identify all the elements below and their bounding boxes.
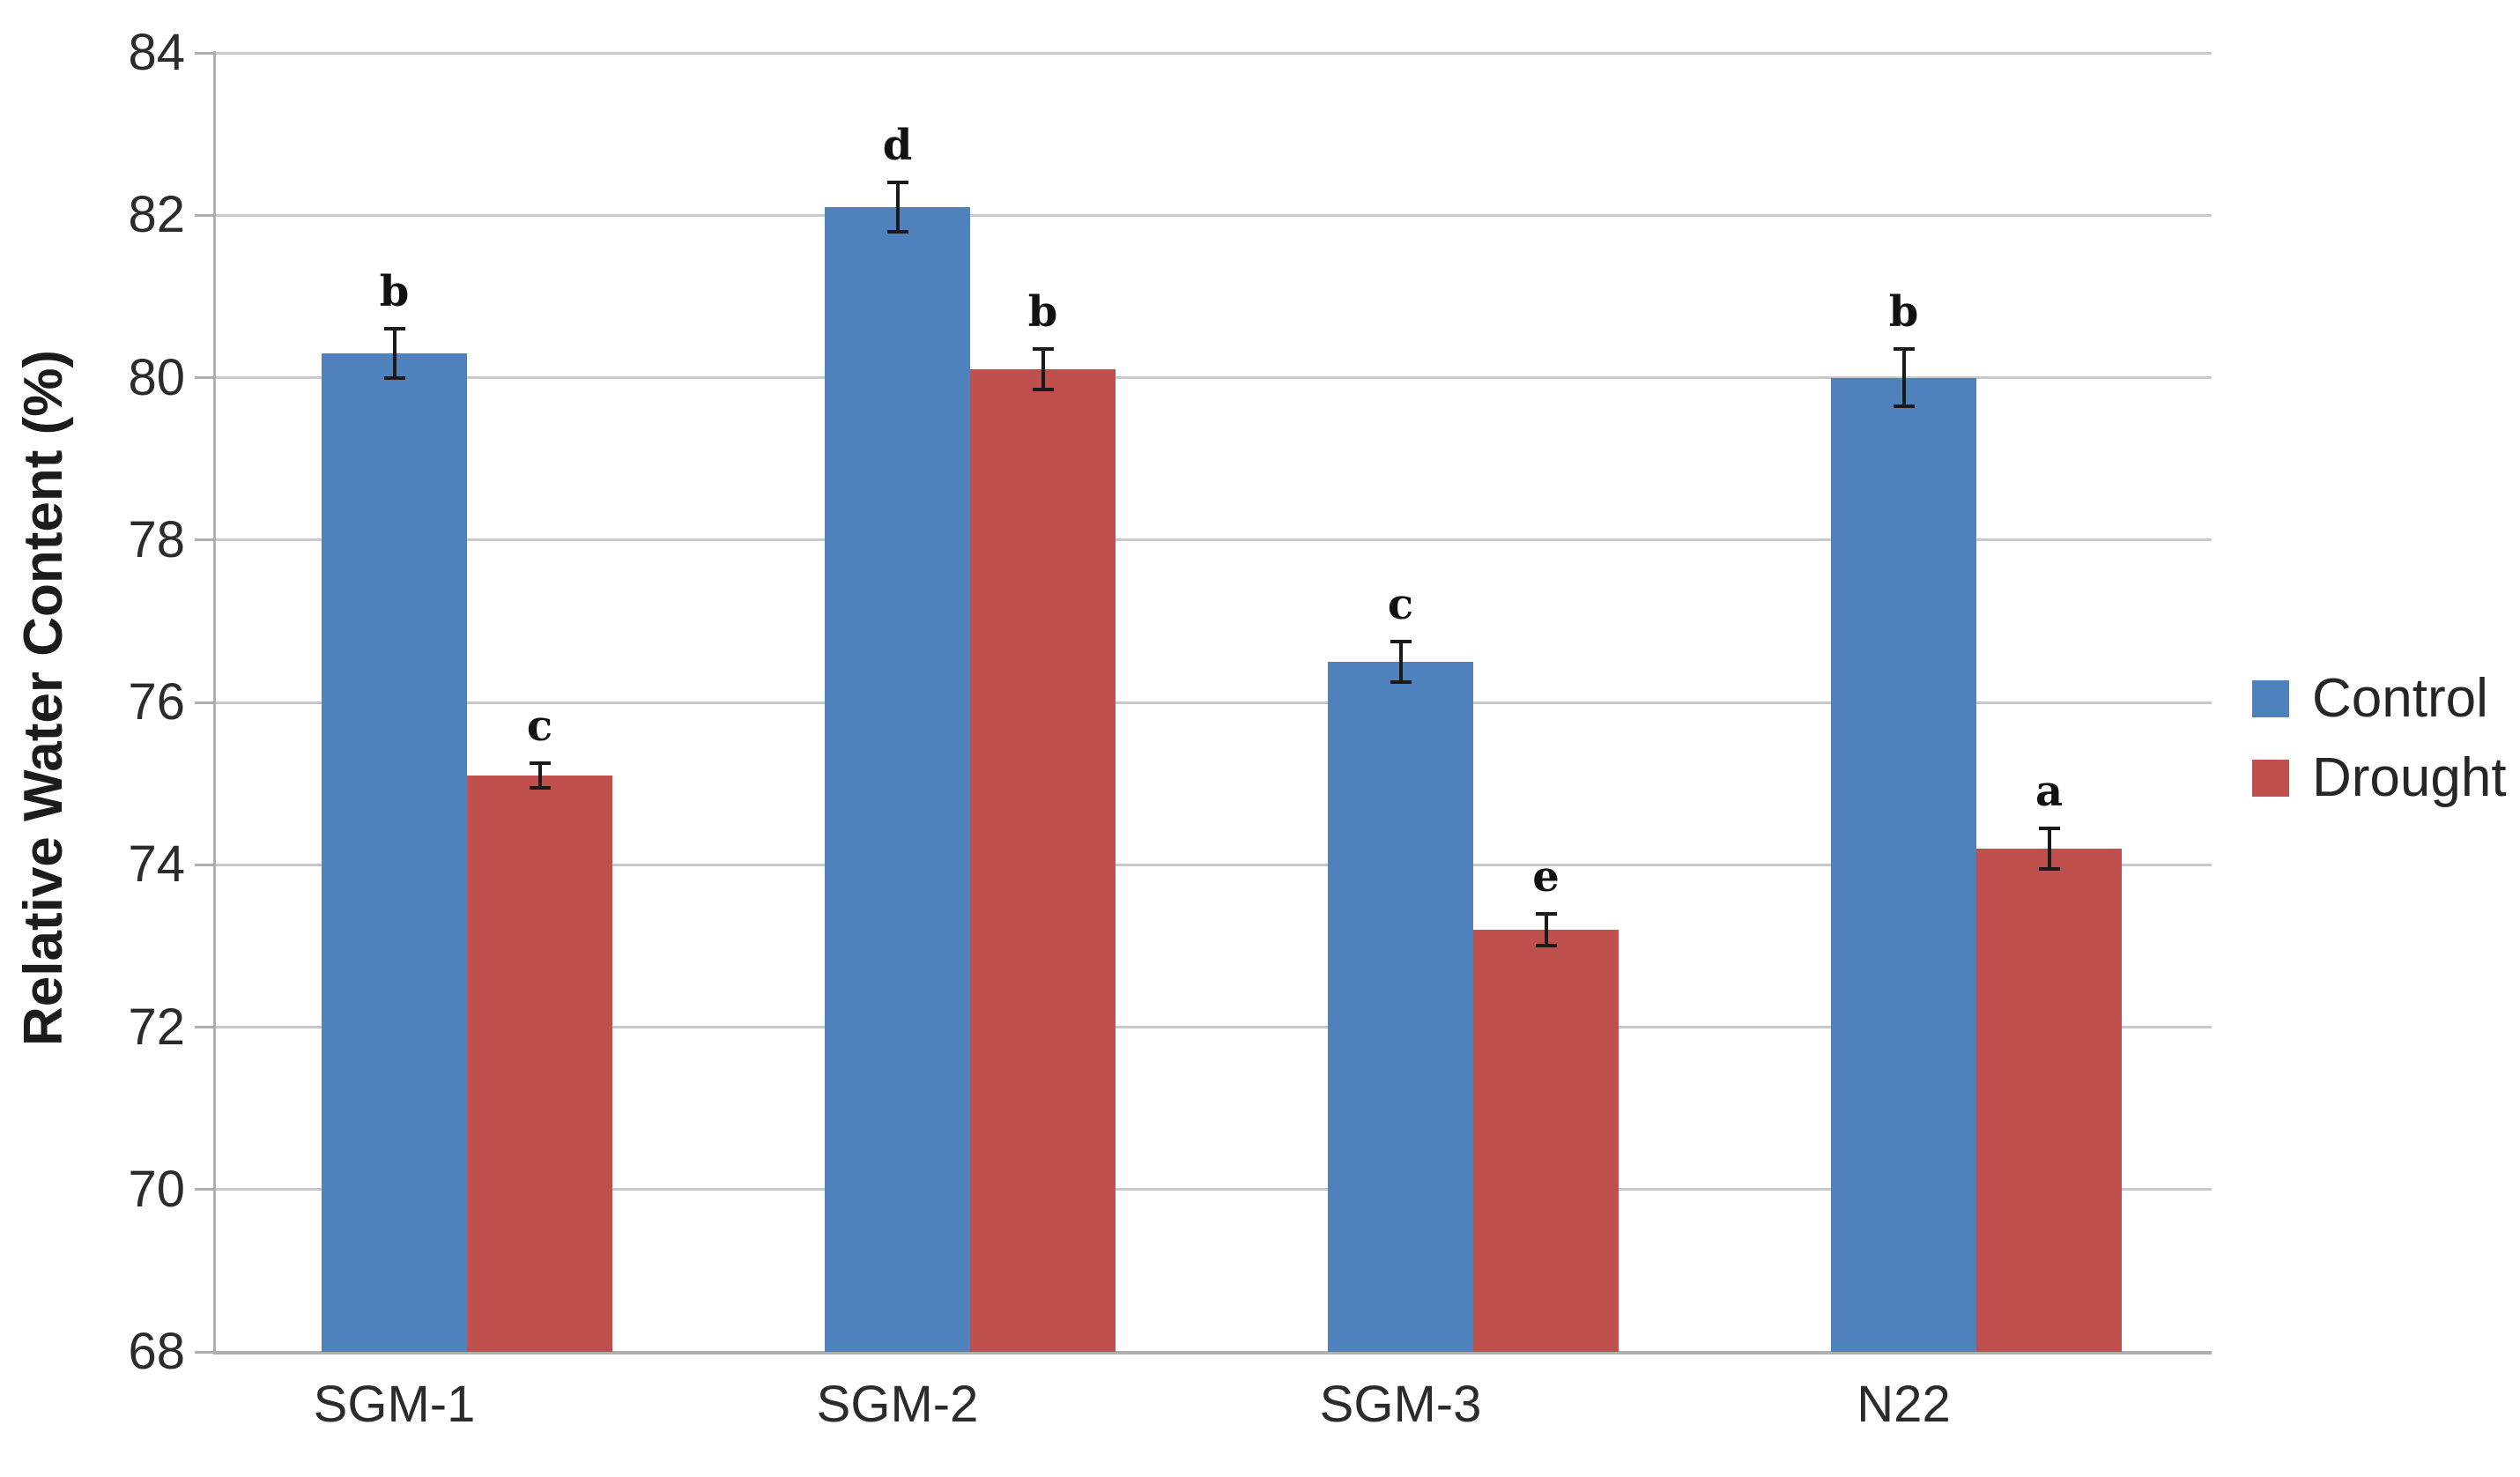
error-bar-cap-top <box>886 181 908 185</box>
error-bar-cap-bottom <box>886 229 908 234</box>
error-bar-cap-top <box>383 327 405 331</box>
y-tick-mark <box>195 51 214 55</box>
gridline-82 <box>214 213 2212 217</box>
x-tick-label-n22: N22 <box>1857 1376 1951 1433</box>
legend-swatch-drought <box>2252 760 2289 797</box>
y-tick-label: 76 <box>128 673 185 731</box>
error-bar-line <box>1041 349 1045 390</box>
error-bar-line <box>537 763 542 788</box>
sig-letter: a <box>2035 766 2064 816</box>
error-bar-cap-top <box>1032 347 1054 352</box>
y-tick-label: 84 <box>128 24 185 81</box>
sig-letter: c <box>526 701 553 752</box>
y-tick-label: 74 <box>128 835 185 894</box>
y-tick-mark <box>195 1350 214 1354</box>
bar-drought-sgm-3 <box>1473 929 1619 1352</box>
gridline-76 <box>214 701 2212 704</box>
error-bar-cap-top <box>2038 826 2060 830</box>
bar-control-sgm-3 <box>1328 661 1473 1352</box>
error-bar-line <box>392 329 397 378</box>
y-axis-line <box>213 51 216 1355</box>
legend-label-drought: Drought <box>2312 747 2507 808</box>
bar-control-sgm-1 <box>322 353 467 1352</box>
y-tick-mark <box>195 213 214 217</box>
error-bar-line <box>1544 913 1548 946</box>
y-tick-label: 68 <box>128 1323 185 1380</box>
y-tick-mark <box>195 538 214 542</box>
legend-item-control: Control <box>2252 670 2507 728</box>
error-bar-cap-bottom <box>2038 866 2060 871</box>
gridline-84 <box>214 51 2212 55</box>
gridline-74 <box>214 863 2212 866</box>
bar-drought-n22 <box>1976 848 2122 1352</box>
error-bar-cap-bottom <box>1535 944 1557 948</box>
y-tick-label: 72 <box>128 998 185 1056</box>
error-bar-cap-bottom <box>1893 404 1915 408</box>
x-tick-label-sgm-1: SGM-1 <box>313 1376 476 1433</box>
bar-control-n22 <box>1831 377 1976 1352</box>
sig-letter: b <box>1027 287 1058 338</box>
error-bar-cap-bottom <box>383 375 405 380</box>
legend-label-control: Control <box>2312 668 2488 729</box>
error-bar-cap-top <box>529 761 551 766</box>
gridline-78 <box>214 538 2212 542</box>
legend: Control Drought <box>2252 670 2507 828</box>
x-tick-label-sgm-2: SGM-2 <box>816 1376 979 1433</box>
sig-letter: d <box>882 121 913 171</box>
error-bar-cap-bottom <box>529 785 551 790</box>
gridline-80 <box>214 376 2212 379</box>
y-tick-mark <box>195 1188 214 1191</box>
error-bar-line <box>1398 641 1403 682</box>
sig-letter: b <box>1888 287 1919 338</box>
bar-control-sgm-2 <box>825 207 970 1352</box>
sig-letter: b <box>379 267 410 317</box>
error-bar-line <box>2047 828 2051 869</box>
error-bar-cap-top <box>1390 639 1412 643</box>
y-tick-label: 70 <box>128 1160 185 1218</box>
y-tick-label: 78 <box>128 510 185 568</box>
gridline-68 <box>214 1350 2212 1355</box>
legend-item-drought: Drought <box>2252 749 2507 807</box>
gridline-72 <box>214 1026 2212 1028</box>
gridline-70 <box>214 1188 2212 1191</box>
error-bar-line <box>1901 349 1906 406</box>
legend-swatch-control <box>2252 680 2289 717</box>
y-tick-mark <box>195 376 214 379</box>
error-bar-line <box>895 182 900 232</box>
error-bar-cap-top <box>1893 347 1915 352</box>
sig-letter: c <box>1387 579 1414 629</box>
bar-drought-sgm-2 <box>970 369 1115 1352</box>
error-bar-cap-top <box>1535 911 1557 916</box>
y-tick-mark <box>195 1026 214 1028</box>
bar-drought-sgm-1 <box>467 775 612 1352</box>
sig-letter: e <box>1532 851 1560 902</box>
y-tick-mark <box>195 701 214 704</box>
y-tick-label: 80 <box>128 348 185 406</box>
error-bar-cap-bottom <box>1390 679 1412 684</box>
x-tick-label-sgm-3: SGM-3 <box>1319 1376 1482 1433</box>
error-bar-cap-bottom <box>1032 388 1054 392</box>
y-tick-label: 82 <box>128 186 185 244</box>
y-tick-mark <box>195 863 214 866</box>
